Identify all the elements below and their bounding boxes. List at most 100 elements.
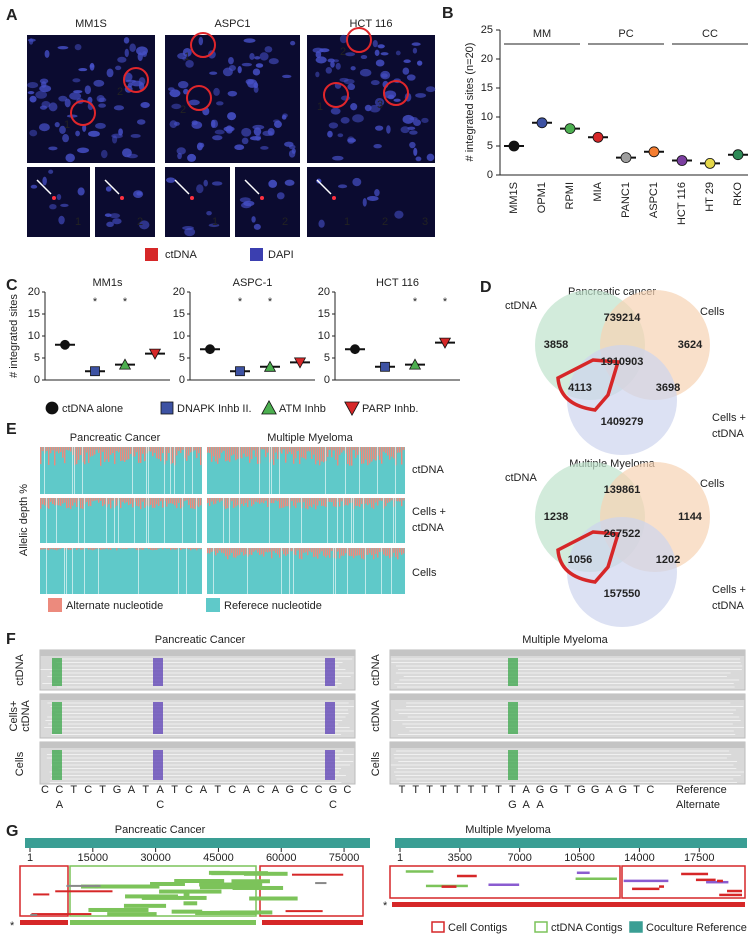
alt-fraction (44, 548, 46, 550)
alt-fraction (277, 498, 279, 502)
alt-fraction (223, 447, 225, 451)
alt-fraction (70, 548, 72, 550)
alt-fraction (257, 447, 259, 464)
alt-fraction (361, 548, 363, 559)
alt-fraction (229, 548, 231, 556)
alt-fraction (241, 548, 243, 553)
inset-image (165, 167, 230, 237)
panel-label: A (6, 7, 18, 24)
alt-fraction (327, 548, 329, 556)
alt-fraction (142, 498, 144, 502)
panel-label: D (480, 279, 492, 296)
alt-fraction (349, 447, 351, 466)
gap (148, 498, 149, 543)
alt-fraction (42, 548, 44, 550)
alt-fraction (255, 548, 257, 551)
alt-fraction (367, 548, 369, 555)
reference-bar (395, 838, 747, 848)
alt-fraction (297, 548, 299, 551)
alt-fraction (255, 447, 257, 457)
alt-fraction (156, 447, 158, 459)
alt-fraction (158, 548, 160, 549)
nucleotide: A (128, 784, 136, 796)
highlight-region (556, 358, 621, 412)
alt-fraction (243, 447, 245, 454)
alt-fraction (335, 447, 337, 460)
alt-fraction (209, 498, 211, 506)
gap (46, 548, 47, 594)
alt-fraction (299, 548, 301, 559)
alt-fraction (401, 498, 403, 507)
x-tick-label: OPM1 (536, 182, 548, 213)
alt-fraction (62, 498, 64, 504)
alt-fraction (46, 447, 48, 452)
alt-fraction (128, 498, 130, 506)
alt-fraction (261, 447, 263, 450)
chromosome (100, 149, 108, 159)
nucleotide: C (156, 799, 164, 811)
alt-fraction (140, 498, 142, 510)
chromosome (35, 90, 48, 99)
group-label: MM (533, 28, 551, 40)
alt-fraction (307, 447, 309, 452)
chromosome (177, 152, 182, 160)
nucleotide: G (508, 799, 517, 811)
gap (269, 498, 270, 543)
venn-count: 3858 (544, 339, 568, 351)
chromosome (406, 74, 416, 81)
legend-label: Coculture Reference (646, 922, 747, 934)
significance: * (123, 296, 128, 308)
legend-swatch (534, 921, 548, 933)
metaphase-image (307, 35, 435, 163)
alt-fraction (162, 548, 164, 550)
alt-fraction (381, 447, 383, 464)
chromosome (268, 58, 279, 65)
chromosome (136, 119, 146, 125)
arrow (244, 179, 260, 195)
chromosome (243, 38, 256, 43)
alt-fraction (311, 447, 313, 459)
chromosome (212, 135, 223, 141)
alt-fraction (44, 498, 46, 506)
chromosome (140, 101, 150, 108)
chromosome (64, 98, 71, 108)
chromosome (27, 90, 35, 95)
cell-contig-box (621, 865, 746, 899)
chromosome (240, 202, 252, 209)
alt-fraction (90, 498, 92, 507)
chromosome (30, 184, 38, 189)
chromosome (185, 59, 194, 68)
alt-fraction (337, 548, 339, 552)
alt-fraction (317, 447, 319, 461)
row-label: Cells (370, 751, 382, 776)
merged-contig (262, 920, 363, 925)
contig (719, 893, 742, 897)
alt-fraction (152, 447, 154, 457)
chromosome (413, 147, 418, 156)
alt-fraction (339, 447, 341, 455)
gap (381, 548, 382, 594)
chromosome (105, 186, 112, 192)
alt-fraction (225, 447, 227, 462)
alt-fraction (355, 498, 357, 506)
alt-fraction (96, 498, 98, 501)
alt-fraction (106, 447, 108, 460)
contig (31, 913, 92, 916)
alt-fraction (108, 548, 110, 550)
x-tick-label: RPMI (564, 182, 576, 210)
alt-fraction (154, 498, 156, 508)
gap (377, 447, 378, 494)
alt-fraction (140, 548, 142, 550)
legend-swatch (206, 598, 220, 612)
alt-fraction (391, 447, 393, 457)
alt-fraction (66, 498, 68, 509)
alt-fraction (309, 548, 311, 552)
panel-title: Pancreatic Cancer (155, 634, 246, 646)
contig (33, 893, 50, 896)
nucleotide: G (113, 784, 122, 796)
venn-count: 1238 (544, 511, 568, 523)
alt-fraction (253, 548, 255, 552)
chromosome (425, 86, 436, 93)
alt-fraction (200, 548, 202, 550)
alt-fraction (78, 447, 80, 460)
